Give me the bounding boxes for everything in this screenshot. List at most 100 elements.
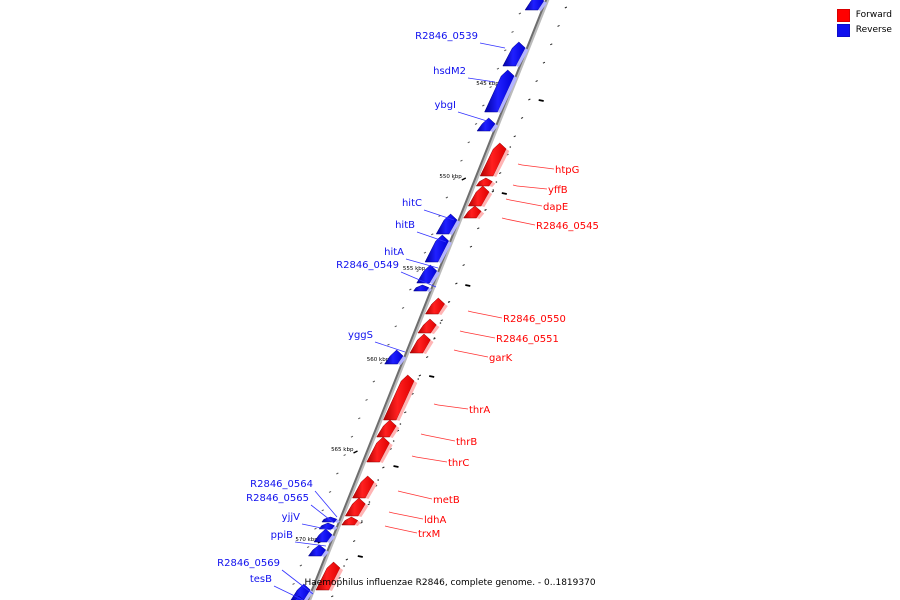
gene-shade xyxy=(490,123,499,132)
gene-label-gark: garK xyxy=(489,353,513,364)
kbp-label: 570 kbp xyxy=(295,537,318,543)
leader-line xyxy=(509,199,543,207)
gene-label-trxm: trxM xyxy=(418,529,440,540)
tick-mark-right xyxy=(491,190,495,193)
reverse-swatch xyxy=(836,24,850,37)
gene-label-tesb: tesB xyxy=(250,574,272,585)
gene-dot xyxy=(368,501,371,503)
gene-label-yggs: yggS xyxy=(348,330,373,341)
leader-stub xyxy=(384,525,390,528)
gene-arrow-r2846-0549 xyxy=(413,284,430,292)
gene-label-thrb: thrB xyxy=(456,437,477,448)
tick-mark-right xyxy=(418,374,422,377)
leader-stub xyxy=(505,198,511,201)
tick-mark-right xyxy=(513,135,516,138)
kbp-label: 545 kbp xyxy=(476,81,499,87)
leader-stub xyxy=(388,511,394,514)
tick-mark-right xyxy=(367,503,370,506)
leader-line xyxy=(424,434,456,442)
legend-forward: Forward xyxy=(836,8,892,23)
tick-mark-left xyxy=(482,104,485,107)
kbp-label: 560 kbp xyxy=(367,357,390,363)
gene-dot xyxy=(343,565,345,567)
gene-dot xyxy=(439,322,442,324)
gene-label-r2846_0565: R2846_0565 xyxy=(246,493,309,504)
leader-line xyxy=(314,490,338,518)
tick-mark-left xyxy=(314,527,317,530)
gene-shade xyxy=(438,241,452,263)
tick-mark-left xyxy=(416,270,419,273)
gene-dot xyxy=(495,181,498,183)
gene-shade xyxy=(332,525,338,530)
gene-label-hitc: hitC xyxy=(402,198,422,209)
gene-shade xyxy=(328,568,344,591)
gene-label-htpg: htpG xyxy=(555,165,579,176)
tick-mark-left xyxy=(445,196,449,199)
gene-arrow-gark xyxy=(409,333,431,354)
kbp-tick-right xyxy=(465,284,471,287)
legend-reverse-label: Reverse xyxy=(855,25,892,35)
tick-mark-right xyxy=(425,356,429,359)
leader-line xyxy=(400,271,437,288)
gene-label-yffb: yffB xyxy=(548,185,568,196)
leader-line xyxy=(401,491,433,500)
leader-stub xyxy=(420,433,426,436)
tick-mark-left xyxy=(467,141,470,144)
gene-dot xyxy=(484,209,487,211)
gene-shade xyxy=(321,549,329,557)
gene-label-r2846_0549: R2846_0549 xyxy=(336,260,399,271)
tick-mark-right xyxy=(331,595,334,598)
tick-mark-left xyxy=(394,325,397,328)
tick-mark-left xyxy=(350,435,354,438)
kbp-tick xyxy=(461,177,467,181)
leader-line xyxy=(416,231,447,243)
gene-shade xyxy=(515,48,529,67)
gene-shade xyxy=(429,271,440,284)
tick-mark-left xyxy=(321,509,324,512)
gene-dot xyxy=(399,423,402,425)
leader-line xyxy=(273,585,304,600)
tick-mark-left xyxy=(387,343,390,346)
kbp-label: 555 kbp xyxy=(403,266,426,272)
gene-label-yjjv: yjjV xyxy=(282,512,300,523)
gene-shade xyxy=(422,340,434,354)
gene-label-ppib: ppiB xyxy=(271,530,293,541)
gene-shade xyxy=(396,381,418,421)
gene-shade xyxy=(389,426,400,438)
tick-mark-right xyxy=(498,172,502,175)
legend: Forward Reverse xyxy=(836,8,892,38)
gene-dot xyxy=(417,378,420,380)
tick-mark-left xyxy=(343,454,346,457)
gene-label-thrc: thrC xyxy=(448,458,469,469)
gene-shade xyxy=(358,504,369,517)
tick-mark-right xyxy=(382,466,385,469)
tick-mark-right xyxy=(528,98,531,101)
gene-dot xyxy=(509,146,512,148)
tick-mark-right xyxy=(535,80,538,83)
gene-arrow-yffb xyxy=(475,177,493,187)
leader-line xyxy=(392,512,424,520)
leader-line xyxy=(457,111,488,122)
gene-arrow-r2846-0565 xyxy=(318,522,335,530)
kbp-label: 550 kbp xyxy=(439,174,462,180)
tick-mark-right xyxy=(542,61,546,64)
tick-mark-right xyxy=(520,116,524,119)
kbp-tick-right xyxy=(429,375,435,378)
gene-label-metb: metB xyxy=(433,495,460,506)
gene-shade xyxy=(426,287,432,292)
gene-label-r2846_0564: R2846_0564 xyxy=(250,479,313,490)
leader-stub xyxy=(453,349,459,352)
tick-mark-left xyxy=(518,12,522,15)
kbp-label: 565 kbp xyxy=(331,447,354,453)
gene-dot xyxy=(492,189,495,191)
tick-mark-left xyxy=(358,417,361,420)
gene-arrow-trxm xyxy=(341,516,359,526)
leader-stub xyxy=(467,310,473,313)
leader-line xyxy=(463,331,496,339)
tick-mark-left xyxy=(365,398,368,401)
tick-mark-left xyxy=(511,30,514,33)
leader-line xyxy=(301,523,332,531)
gene-label-r2846_0539: R2846_0539 xyxy=(415,31,478,42)
leader-stub xyxy=(501,217,507,220)
